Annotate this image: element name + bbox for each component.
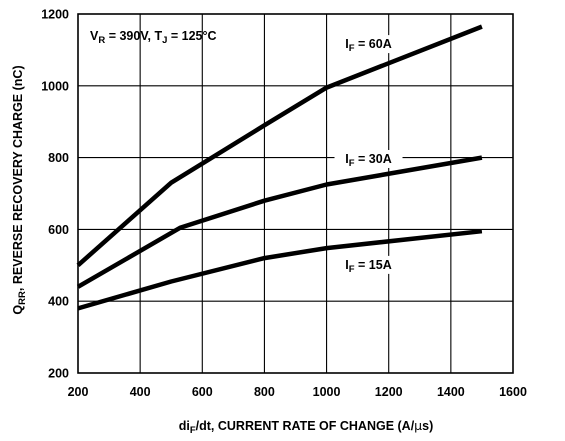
series-label-sub-1: F <box>349 43 355 54</box>
series-label-3: IF = 15A <box>334 255 403 275</box>
series-label-2: IF = 30A <box>334 149 403 169</box>
plot-frame <box>77 13 514 374</box>
x-tick-400: 400 <box>130 385 151 399</box>
x-axis-label: diF/dt, CURRENT RATE OF CHANGE (A/µs) <box>179 418 434 436</box>
y-tick-200: 200 <box>48 367 69 381</box>
x-tick-labels: 200 400 600 800 1000 1200 1400 1600 <box>68 385 527 399</box>
tj-value: = 125°C <box>167 29 216 43</box>
series-label-sub-3: F <box>349 264 355 275</box>
series-label-1: IF = 60A <box>334 35 403 54</box>
series-label-text-2: IF = 30A <box>345 152 391 169</box>
x-label-sub: F <box>190 425 196 436</box>
tj-subscript: J <box>162 35 167 46</box>
x-tick-1200: 1200 <box>375 385 403 399</box>
y-label-sub: RR <box>17 291 28 305</box>
series-label-pre-2: I <box>345 152 348 166</box>
series-label-bg-3 <box>334 255 403 274</box>
y-axis-label: QRR, REVERSE RECOVERY CHARGE (nC) <box>11 65 28 314</box>
x-tick-1000: 1000 <box>313 385 341 399</box>
series-lines <box>76 24 483 311</box>
series-label-post-2: = 30A <box>355 152 392 166</box>
series-label-post-1: = 60A <box>355 37 392 51</box>
series-label-bg-1 <box>334 35 403 54</box>
series-label-sub-2: F <box>349 158 355 169</box>
y-label-post: , REVERSE RECOVERY CHARGE (nC) <box>11 65 25 291</box>
x-label-end: s) <box>422 419 433 433</box>
x-label-post: /dt, CURRENT RATE OF CHANGE (A/ <box>196 419 415 433</box>
y-tick-400: 400 <box>48 295 69 309</box>
vr-subscript: R <box>98 35 105 46</box>
series-line-3 <box>77 228 483 311</box>
series-label-text-3: IF = 15A <box>345 258 391 275</box>
x-label-pre: di <box>179 419 190 433</box>
x-tick-600: 600 <box>192 385 213 399</box>
x-tick-800: 800 <box>254 385 275 399</box>
vr-symbol: V <box>90 29 99 43</box>
series-label-bg-2 <box>334 149 403 168</box>
series-label-pre-3: I <box>345 258 348 272</box>
y-tick-800: 800 <box>48 151 69 165</box>
x-label-mu: µ <box>414 418 422 433</box>
y-tick-1200: 1200 <box>41 8 69 22</box>
grid-lines <box>78 14 513 373</box>
y-tick-600: 600 <box>48 223 69 237</box>
y-tick-1000: 1000 <box>41 79 69 93</box>
y-label-pre: Q <box>11 305 25 315</box>
test-condition-annotation: VR = 390V, TJ = 125°C <box>90 29 217 46</box>
series-label-post-3: = 15A <box>355 258 392 272</box>
vr-value: = 390V, T <box>105 29 162 43</box>
x-tick-200: 200 <box>68 385 89 399</box>
series-line-2 <box>76 155 483 289</box>
x-tick-1600: 1600 <box>499 385 527 399</box>
series-line-1 <box>76 24 483 267</box>
series-label-pre-1: I <box>345 37 348 51</box>
x-tick-1400: 1400 <box>437 385 465 399</box>
series-label-text-1: IF = 60A <box>345 37 391 54</box>
y-tick-labels: 200 400 600 800 1000 1200 <box>41 8 69 381</box>
